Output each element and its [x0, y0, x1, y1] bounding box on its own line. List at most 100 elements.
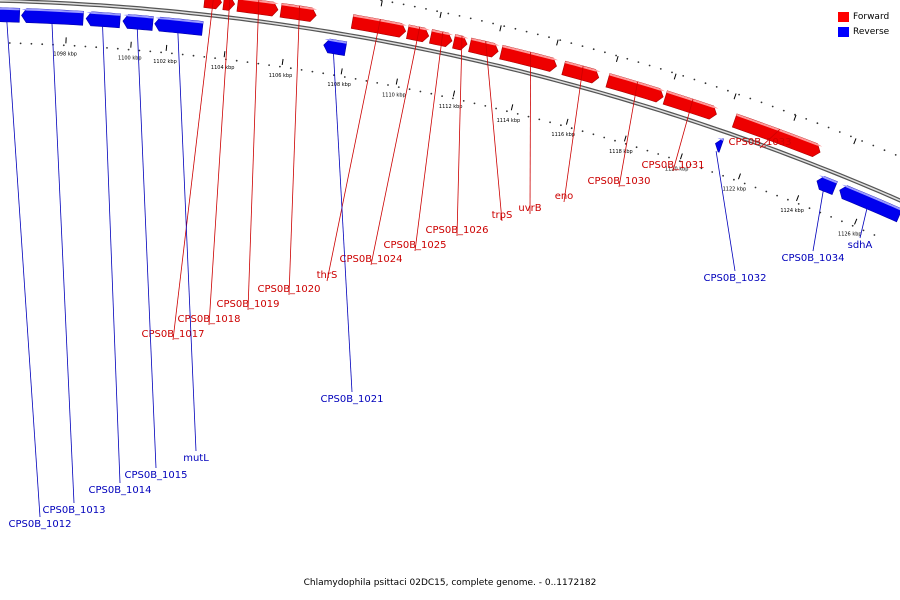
scale-tick	[223, 51, 226, 58]
scale-dot	[160, 51, 163, 54]
forward-gene-label: CPS0B_1024	[339, 254, 402, 265]
scale-dot	[419, 90, 422, 93]
gene-label-connector	[288, 5, 300, 296]
scale-dot	[657, 153, 660, 155]
scale-dot	[659, 68, 662, 70]
forward-gene-thrS[interactable]	[350, 14, 407, 38]
scale-dot	[514, 27, 517, 30]
forward-gene-CPS0B_1019[interactable]	[236, 0, 279, 17]
gene-label-connector	[759, 129, 781, 149]
scale-tick-label: 1104 kbp	[211, 65, 235, 71]
gene-label-connector	[136, 29, 157, 469]
scale-dot	[538, 118, 541, 121]
forward-gene-label: CPS0B_1033	[728, 137, 791, 148]
scale-dot	[851, 224, 854, 227]
forward-gene-CPS0B_1018[interactable]	[222, 0, 236, 11]
scale-tick	[556, 39, 559, 46]
scale-dot	[760, 101, 763, 104]
scale-dot	[782, 109, 785, 112]
scale-dot	[181, 53, 184, 56]
reverse-gene-highlight	[86, 11, 121, 16]
scale-dot	[279, 65, 281, 68]
scale-tick-label: 1116 kbp	[551, 132, 575, 138]
scale-dot	[862, 229, 865, 232]
reverse-gene-highlight	[123, 14, 154, 19]
scale-tick	[733, 93, 737, 100]
forward-gene-label: CPS0B_1019	[216, 299, 279, 310]
scale-dot	[391, 1, 394, 4]
scale-tick	[793, 114, 797, 121]
gene-label-connector	[326, 19, 381, 282]
forward-gene-label: CPS0B_1018	[177, 314, 240, 325]
scale-dot	[581, 130, 584, 133]
scale-dot	[413, 5, 416, 8]
reverse-gene-highlight	[0, 7, 20, 11]
reverse-gene-label: CPS0B_1014	[88, 485, 151, 496]
scale-dot	[635, 146, 638, 149]
scale-dot	[704, 82, 707, 85]
gene-label-connector	[529, 52, 531, 215]
scale-dot	[883, 149, 886, 152]
scale-tick-label: 1110 kbp	[382, 92, 406, 98]
scale-dot	[614, 139, 616, 142]
scale-tick	[281, 58, 284, 66]
gene-label-connector	[456, 35, 463, 237]
scale-dot	[682, 75, 685, 77]
gene-features	[0, 0, 900, 223]
scale-tick-label: 1124 kbp	[780, 208, 804, 214]
scale-tick-label: 1114 kbp	[497, 118, 521, 124]
scale-dot	[548, 36, 550, 39]
scale-dot	[797, 203, 800, 205]
scale-tick	[439, 11, 442, 19]
scale-dot	[754, 186, 757, 189]
scale-tick	[673, 73, 677, 80]
forward-gene-CPS0B_1031[interactable]	[662, 90, 717, 120]
scale-dot	[462, 100, 465, 102]
scale-dot	[861, 140, 863, 142]
gene-label-connector	[102, 26, 121, 484]
gene-label-connector	[715, 151, 736, 272]
scale-dot	[73, 44, 76, 47]
scale-dots	[8, 0, 897, 236]
scale-dot	[570, 42, 573, 44]
forward-gene-eno[interactable]	[561, 60, 600, 84]
legend: Forward Reverse	[838, 9, 889, 39]
scale-tick	[165, 44, 168, 51]
reverse-gene-CPS0B_1015[interactable]	[122, 14, 154, 31]
scale-dot	[257, 62, 260, 65]
reverse-gene-label: CPS0B_1021	[320, 394, 383, 405]
scale-dot	[387, 84, 389, 86]
scale-dot	[95, 46, 98, 49]
legend-label-forward: Forward	[853, 11, 890, 22]
forward-gene-label: CPS0B_1031	[641, 160, 704, 171]
gene-label-connector	[208, 0, 231, 326]
reverse-gene-highlight	[155, 17, 204, 24]
backbone-inner	[0, 0, 900, 202]
scale-dot	[738, 93, 740, 96]
scale-dot	[425, 7, 427, 10]
scale-tick	[499, 25, 502, 32]
scale-dot	[872, 144, 875, 147]
gene-label-connector	[6, 21, 41, 518]
scale-dot	[516, 113, 519, 115]
backbone-outer	[0, 0, 900, 203]
scale-tick-label: 1100 kbp	[118, 56, 142, 62]
scale-dot	[648, 64, 651, 67]
reverse-gene-CPS0B_1012[interactable]	[0, 7, 21, 23]
scale-dot	[700, 167, 703, 170]
scale-dot	[626, 57, 629, 60]
forward-gene-label: CPS0B_1017	[141, 329, 204, 340]
reverse-gene-sdhA[interactable]	[839, 185, 900, 223]
scale-dot	[560, 124, 562, 127]
scale-dot	[397, 86, 400, 88]
legend-item-reverse: Reverse	[838, 24, 889, 39]
scale-dot	[469, 17, 472, 20]
scale-dot	[841, 220, 843, 223]
forward-gene-uvrB[interactable]	[499, 44, 557, 72]
scale-tick	[340, 68, 343, 75]
reverse-gene-CPS0B_1032[interactable]	[715, 138, 725, 153]
scale-tick	[380, 0, 383, 7]
scale-dot	[527, 115, 530, 118]
scale-dot	[481, 20, 483, 22]
